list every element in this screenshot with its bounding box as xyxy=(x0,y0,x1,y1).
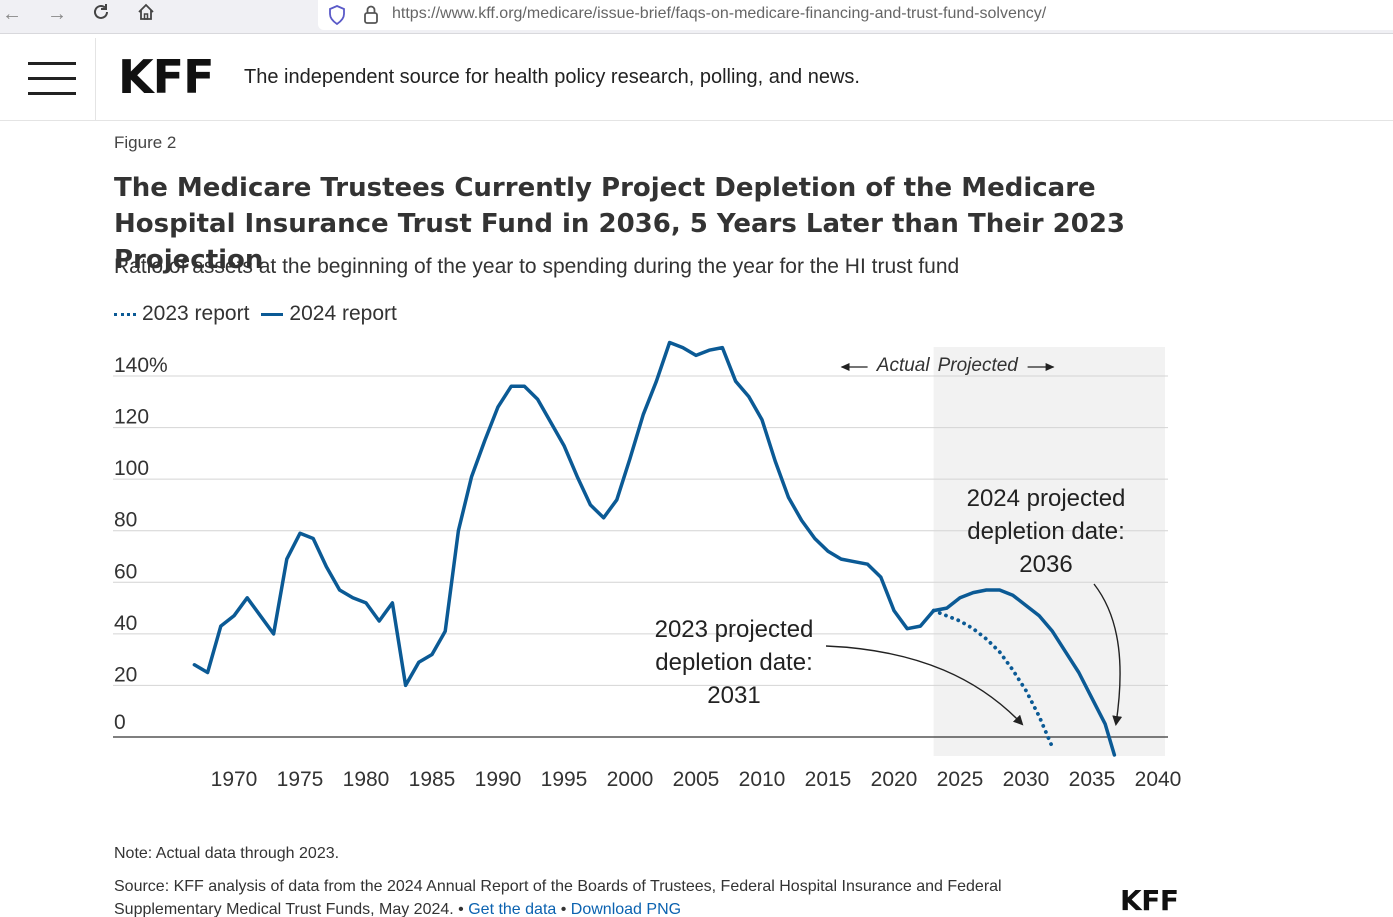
source-text: Source: KFF analysis of data from the 20… xyxy=(114,878,1002,917)
back-arrow-icon[interactable]: ← xyxy=(2,3,22,25)
figure-label: Figure 2 xyxy=(114,133,177,152)
browser-toolbar: ← → https://www.kff.org/medicare/issue-b… xyxy=(0,0,1393,34)
x-tick-label: 1990 xyxy=(475,768,522,791)
legend-item-2024: 2024 report xyxy=(261,302,397,326)
annotation-2024-text: 2036 xyxy=(1019,551,1072,578)
y-tick-label: 20 xyxy=(114,663,137,686)
x-tick-label: 2040 xyxy=(1135,768,1182,791)
y-tick-label: 80 xyxy=(114,509,137,532)
legend-solid-swatch xyxy=(261,312,284,316)
address-bar[interactable]: https://www.kff.org/medicare/issue-brief… xyxy=(318,0,1393,30)
y-tick-label: 140% xyxy=(114,354,168,377)
y-tick-label: 0 xyxy=(114,711,126,734)
x-tick-label: 2030 xyxy=(1003,768,1050,791)
footer-kff-logo: KFF xyxy=(1120,884,1179,917)
hamburger-bar-icon xyxy=(28,92,76,95)
x-tick-label: 2025 xyxy=(937,768,984,791)
series-line-2023-report xyxy=(931,608,1055,750)
actual-region-label: Actual xyxy=(876,355,931,376)
projected-region-shade xyxy=(933,347,1165,756)
figure-source: Source: KFF analysis of data from the 20… xyxy=(114,875,1104,917)
annotation-2024-arrow-icon xyxy=(1093,583,1123,726)
annotation-2024-text: depletion date: xyxy=(967,518,1124,545)
get-data-link[interactable]: Get the data xyxy=(468,901,557,917)
link-separator: • xyxy=(560,901,567,917)
x-tick-label: 2015 xyxy=(805,768,852,791)
projected-region-label: Projected xyxy=(938,355,1020,376)
x-tick-label: 1970 xyxy=(211,768,258,791)
legend-label-2023: 2023 report xyxy=(142,302,250,325)
y-tick-label: 100 xyxy=(114,457,149,480)
url-text: https://www.kff.org/medicare/issue-brief… xyxy=(392,5,1047,22)
annotation-2023-text: depletion date: xyxy=(655,649,812,676)
hamburger-bar-icon xyxy=(28,77,76,80)
x-tick-label: 2035 xyxy=(1069,768,1116,791)
legend-dotted-swatch xyxy=(114,312,136,316)
annotation-2023-arrow-icon xyxy=(825,645,1024,726)
series-line-2024-report xyxy=(192,340,1117,757)
hamburger-bar-icon xyxy=(28,62,76,65)
figure-subtitle: Ratio of assets at the beginning of the … xyxy=(114,255,960,278)
lock-icon[interactable] xyxy=(362,4,380,31)
y-tick-label: 40 xyxy=(114,612,137,635)
figure-title: The Medicare Trustees Currently Project … xyxy=(114,173,1126,275)
x-tick-label: 1995 xyxy=(541,768,588,791)
site-tagline: The independent source for health policy… xyxy=(244,66,860,88)
annotation-2023-text: 2031 xyxy=(707,682,760,709)
shield-icon[interactable] xyxy=(328,5,346,30)
site-header: KFF The independent source for health po… xyxy=(0,38,1393,121)
reload-icon[interactable] xyxy=(89,2,113,26)
x-tick-label: 2000 xyxy=(607,768,654,791)
legend-label-2024: 2024 report xyxy=(289,302,397,325)
menu-button[interactable] xyxy=(0,38,96,120)
chart-legend: 2023 report 2024 report xyxy=(114,302,409,326)
x-tick-label: 1985 xyxy=(409,768,456,791)
x-tick-label: 1980 xyxy=(343,768,390,791)
x-tick-label: 2010 xyxy=(739,768,786,791)
kff-logo[interactable]: KFF xyxy=(118,50,214,104)
download-png-link[interactable]: Download PNG xyxy=(570,901,682,917)
y-tick-label: 60 xyxy=(114,560,137,583)
forward-arrow-icon[interactable]: → xyxy=(47,3,67,25)
legend-item-2023: 2023 report xyxy=(114,302,249,326)
figure-note: Note: Actual data through 2023. xyxy=(114,845,340,862)
home-icon[interactable] xyxy=(134,2,158,26)
annotation-2024-text: 2024 projected xyxy=(967,485,1126,512)
x-tick-label: 2005 xyxy=(673,768,720,791)
annotation-2023-text: 2023 projected xyxy=(655,616,814,643)
x-tick-label: 2020 xyxy=(871,768,918,791)
y-tick-label: 120 xyxy=(114,406,149,429)
x-tick-label: 1975 xyxy=(277,768,324,791)
